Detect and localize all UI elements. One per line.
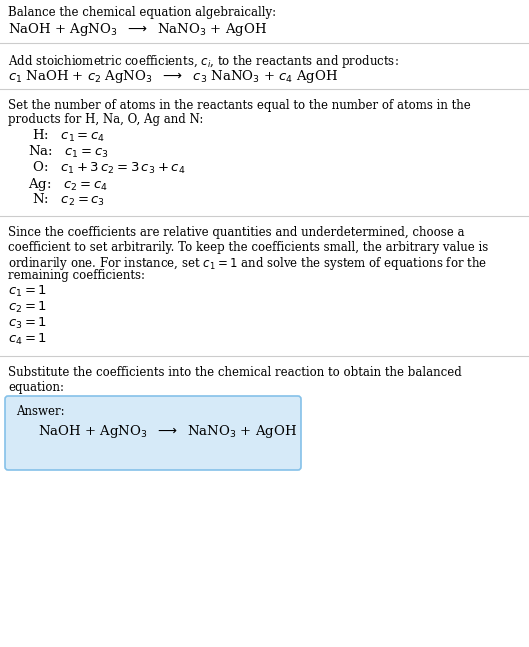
- Text: NaOH + AgNO$_3$  $\longrightarrow$  NaNO$_3$ + AgOH: NaOH + AgNO$_3$ $\longrightarrow$ NaNO$_…: [8, 21, 267, 39]
- Text: products for H, Na, O, Ag and N:: products for H, Na, O, Ag and N:: [8, 113, 203, 127]
- Text: ordinarily one. For instance, set $c_1 = 1$ and solve the system of equations fo: ordinarily one. For instance, set $c_1 =…: [8, 255, 487, 272]
- Text: Answer:: Answer:: [16, 405, 65, 418]
- Text: $c_4 = 1$: $c_4 = 1$: [8, 332, 47, 347]
- Text: remaining coefficients:: remaining coefficients:: [8, 270, 145, 283]
- Text: Na:   $c_1 = c_3$: Na: $c_1 = c_3$: [28, 144, 109, 160]
- Text: O:   $c_1 + 3\,c_2 = 3\,c_3 + c_4$: O: $c_1 + 3\,c_2 = 3\,c_3 + c_4$: [28, 160, 185, 176]
- Text: Balance the chemical equation algebraically:: Balance the chemical equation algebraica…: [8, 6, 276, 19]
- Text: Add stoichiometric coefficients, $c_i$, to the reactants and products:: Add stoichiometric coefficients, $c_i$, …: [8, 52, 399, 69]
- Text: $c_1 = 1$: $c_1 = 1$: [8, 284, 47, 299]
- Text: NaOH + AgNO$_3$  $\longrightarrow$  NaNO$_3$ + AgOH: NaOH + AgNO$_3$ $\longrightarrow$ NaNO$_…: [38, 423, 297, 440]
- Text: Since the coefficients are relative quantities and underdetermined, choose a: Since the coefficients are relative quan…: [8, 226, 464, 239]
- Text: coefficient to set arbitrarily. To keep the coefficients small, the arbitrary va: coefficient to set arbitrarily. To keep …: [8, 241, 488, 254]
- FancyBboxPatch shape: [5, 396, 301, 470]
- Text: $c_1$ NaOH + $c_2$ AgNO$_3$  $\longrightarrow$  $c_3$ NaNO$_3$ + $c_4$ AgOH: $c_1$ NaOH + $c_2$ AgNO$_3$ $\longrighta…: [8, 68, 338, 85]
- Text: equation:: equation:: [8, 380, 64, 393]
- Text: Substitute the coefficients into the chemical reaction to obtain the balanced: Substitute the coefficients into the che…: [8, 366, 462, 379]
- Text: $c_2 = 1$: $c_2 = 1$: [8, 300, 47, 315]
- Text: N:   $c_2 = c_3$: N: $c_2 = c_3$: [28, 192, 105, 208]
- Text: Ag:   $c_2 = c_4$: Ag: $c_2 = c_4$: [28, 176, 108, 193]
- Text: $c_3 = 1$: $c_3 = 1$: [8, 316, 47, 331]
- Text: Set the number of atoms in the reactants equal to the number of atoms in the: Set the number of atoms in the reactants…: [8, 99, 471, 112]
- Text: H:   $c_1 = c_4$: H: $c_1 = c_4$: [28, 128, 105, 144]
